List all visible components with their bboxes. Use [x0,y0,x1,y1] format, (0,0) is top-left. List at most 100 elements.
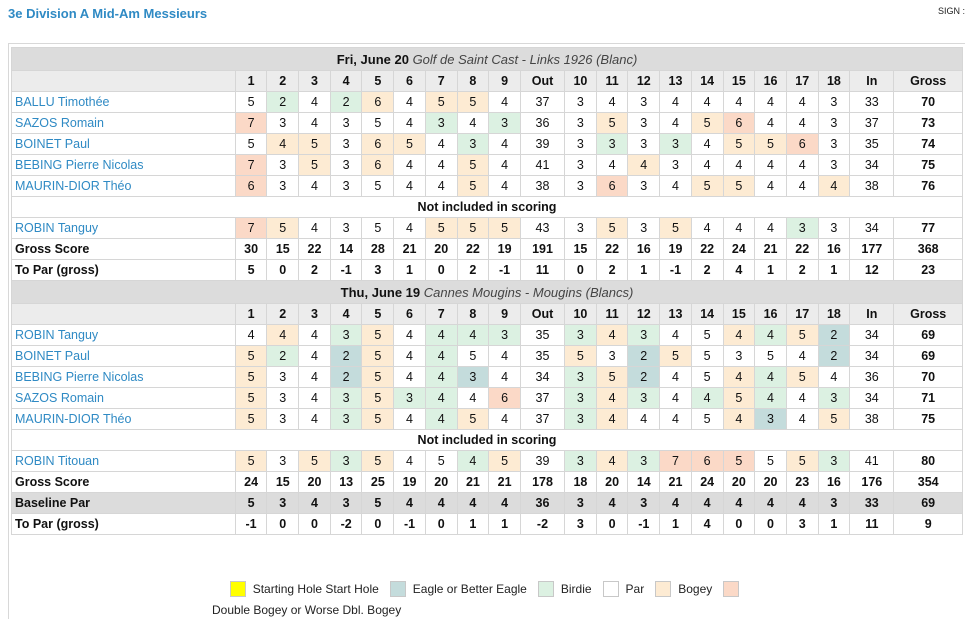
hole-score: 4 [393,112,426,134]
hole-score: 4 [690,387,724,409]
summary-value: 1 [488,513,521,535]
column-header: 5 [361,303,395,325]
summary-value: 3 [564,492,597,514]
hole-score: 3 [817,112,851,134]
column-header: 10 [564,70,597,92]
player-name-link[interactable]: BOINET Paul [15,137,90,151]
summary-value: 19 [393,471,426,493]
summary-value: 15 [266,471,300,493]
hole-score: 4 [690,217,724,239]
legend-swatch [389,581,406,597]
hole-score: 5 [456,345,490,367]
column-header: 7 [424,70,458,92]
hole-score: 4 [424,387,458,409]
hole-score: 5 [361,175,395,197]
summary-value: 0 [424,259,458,281]
summary-value: 176 [849,471,895,493]
player-name-link[interactable]: ROBIN Tanguy [15,221,99,235]
gross-total: 75 [893,408,963,430]
summary-value: 16 [817,238,851,260]
summary-value: 2 [456,259,490,281]
hole-score: 6 [690,450,724,472]
to-par-row: To Par (gross) -1 0 0 -2 0 -1 0 1 1 -2 3 0 -1 1 4 0 0 3 1 11… [11,513,963,535]
hole-score: 5 [298,154,331,176]
round-course: Cannes Mougins - Mougins (Blancs) [423,284,634,300]
player-name-link[interactable]: MAURIN-DIOR Théo [15,412,132,426]
hole-score: 4 [785,345,819,367]
hole-score: 3 [329,450,363,472]
hole-score: 4 [659,324,692,346]
hole-score: 5 [234,408,268,430]
summary-value: 24 [690,471,724,493]
hole-score: 3 [329,408,363,430]
summary-value: 33 [849,492,895,514]
hole-score: 4 [659,408,692,430]
gross-total: 77 [893,217,963,239]
hole-score: 4 [488,408,521,430]
hole-score: 3 [659,154,692,176]
column-header: 5 [361,70,395,92]
hole-score: 3 [488,112,521,134]
scorecard-frame [8,43,965,619]
out-total: 34 [519,366,566,388]
hole-score: 3 [488,324,521,346]
player-row: BOINET Paul 5 4 5 3 6 5 4 3 4 39 3 3 3 3 4 5 5 6 3 35 74 [11,133,963,155]
hole-score: 4 [424,408,458,430]
summary-value: 20 [595,471,629,493]
out-total: 35 [519,345,566,367]
player-name-link[interactable]: BEBING Pierre Nicolas [15,370,144,384]
player-name-link[interactable]: ROBIN Titouan [15,454,100,468]
player-row: ROBIN Tanguy 4 4 4 3 5 4 4 4 3 35 3 4 3 4 5 4 4 5 2 34 69 [11,324,963,346]
summary-value: 0 [754,513,787,535]
hole-score: 5 [234,133,268,155]
gross-total: 80 [893,450,963,472]
player-name-link[interactable]: MAURIN-DIOR Théo [15,179,132,193]
column-header: 16 [754,303,787,325]
gross-total: 70 [893,91,963,113]
column-header: 11 [595,303,629,325]
summary-value: 15 [564,238,597,260]
summary-value: 69 [893,492,963,514]
page-title: 3e Division A Mid-Am Messieurs [8,6,208,21]
hole-score: 3 [329,175,363,197]
column-header: 6 [393,303,426,325]
hole-score: 3 [564,450,597,472]
out-total: 38 [519,175,566,197]
column-header: Gross [893,70,963,92]
hole-score: 5 [595,366,629,388]
hole-score: 4 [659,366,692,388]
hole-score: 3 [564,387,597,409]
player-name-link[interactable]: BEBING Pierre Nicolas [15,158,144,172]
hole-score: 4 [595,450,629,472]
column-header: Gross [893,303,963,325]
hole-score: 6 [234,175,268,197]
out-total: 39 [519,450,566,472]
hole-score: 5 [266,217,300,239]
hole-score: 5 [361,366,395,388]
hole-score: 3 [564,175,597,197]
summary-value: 4 [298,492,331,514]
hole-score: 3 [564,154,597,176]
player-row: BEBING Pierre Nicolas 7 3 5 3 6 4 4 5 4 41 3 4 4 3 4 4 4 4… [11,154,963,176]
column-header: 1 [234,303,268,325]
player-name-link[interactable]: BALLU Timothée [15,95,110,109]
player-name-link[interactable]: BOINET Paul [15,349,90,363]
player-name-link[interactable]: SAZOS Romain [15,391,104,405]
hole-score: 5 [722,387,756,409]
hole-score: 5 [564,345,597,367]
player-name-link[interactable]: SAZOS Romain [15,116,104,130]
column-header: Out [519,303,566,325]
player-name-cell: BOINET Paul [11,345,236,367]
summary-value: 3 [266,492,300,514]
hole-score: 4 [785,91,819,113]
hole-score: 5 [361,408,395,430]
summary-value: 4 [424,492,458,514]
hole-score: 5 [690,366,724,388]
summary-value: 2 [785,259,819,281]
hole-score: 3 [329,133,363,155]
round-header: Thu, June 19 Cannes Mougins - Mougins (B… [11,280,963,304]
hole-score: 3 [266,112,300,134]
column-header: 13 [659,303,692,325]
player-name-link[interactable]: ROBIN Tanguy [15,328,99,342]
hole-score: 3 [627,450,661,472]
